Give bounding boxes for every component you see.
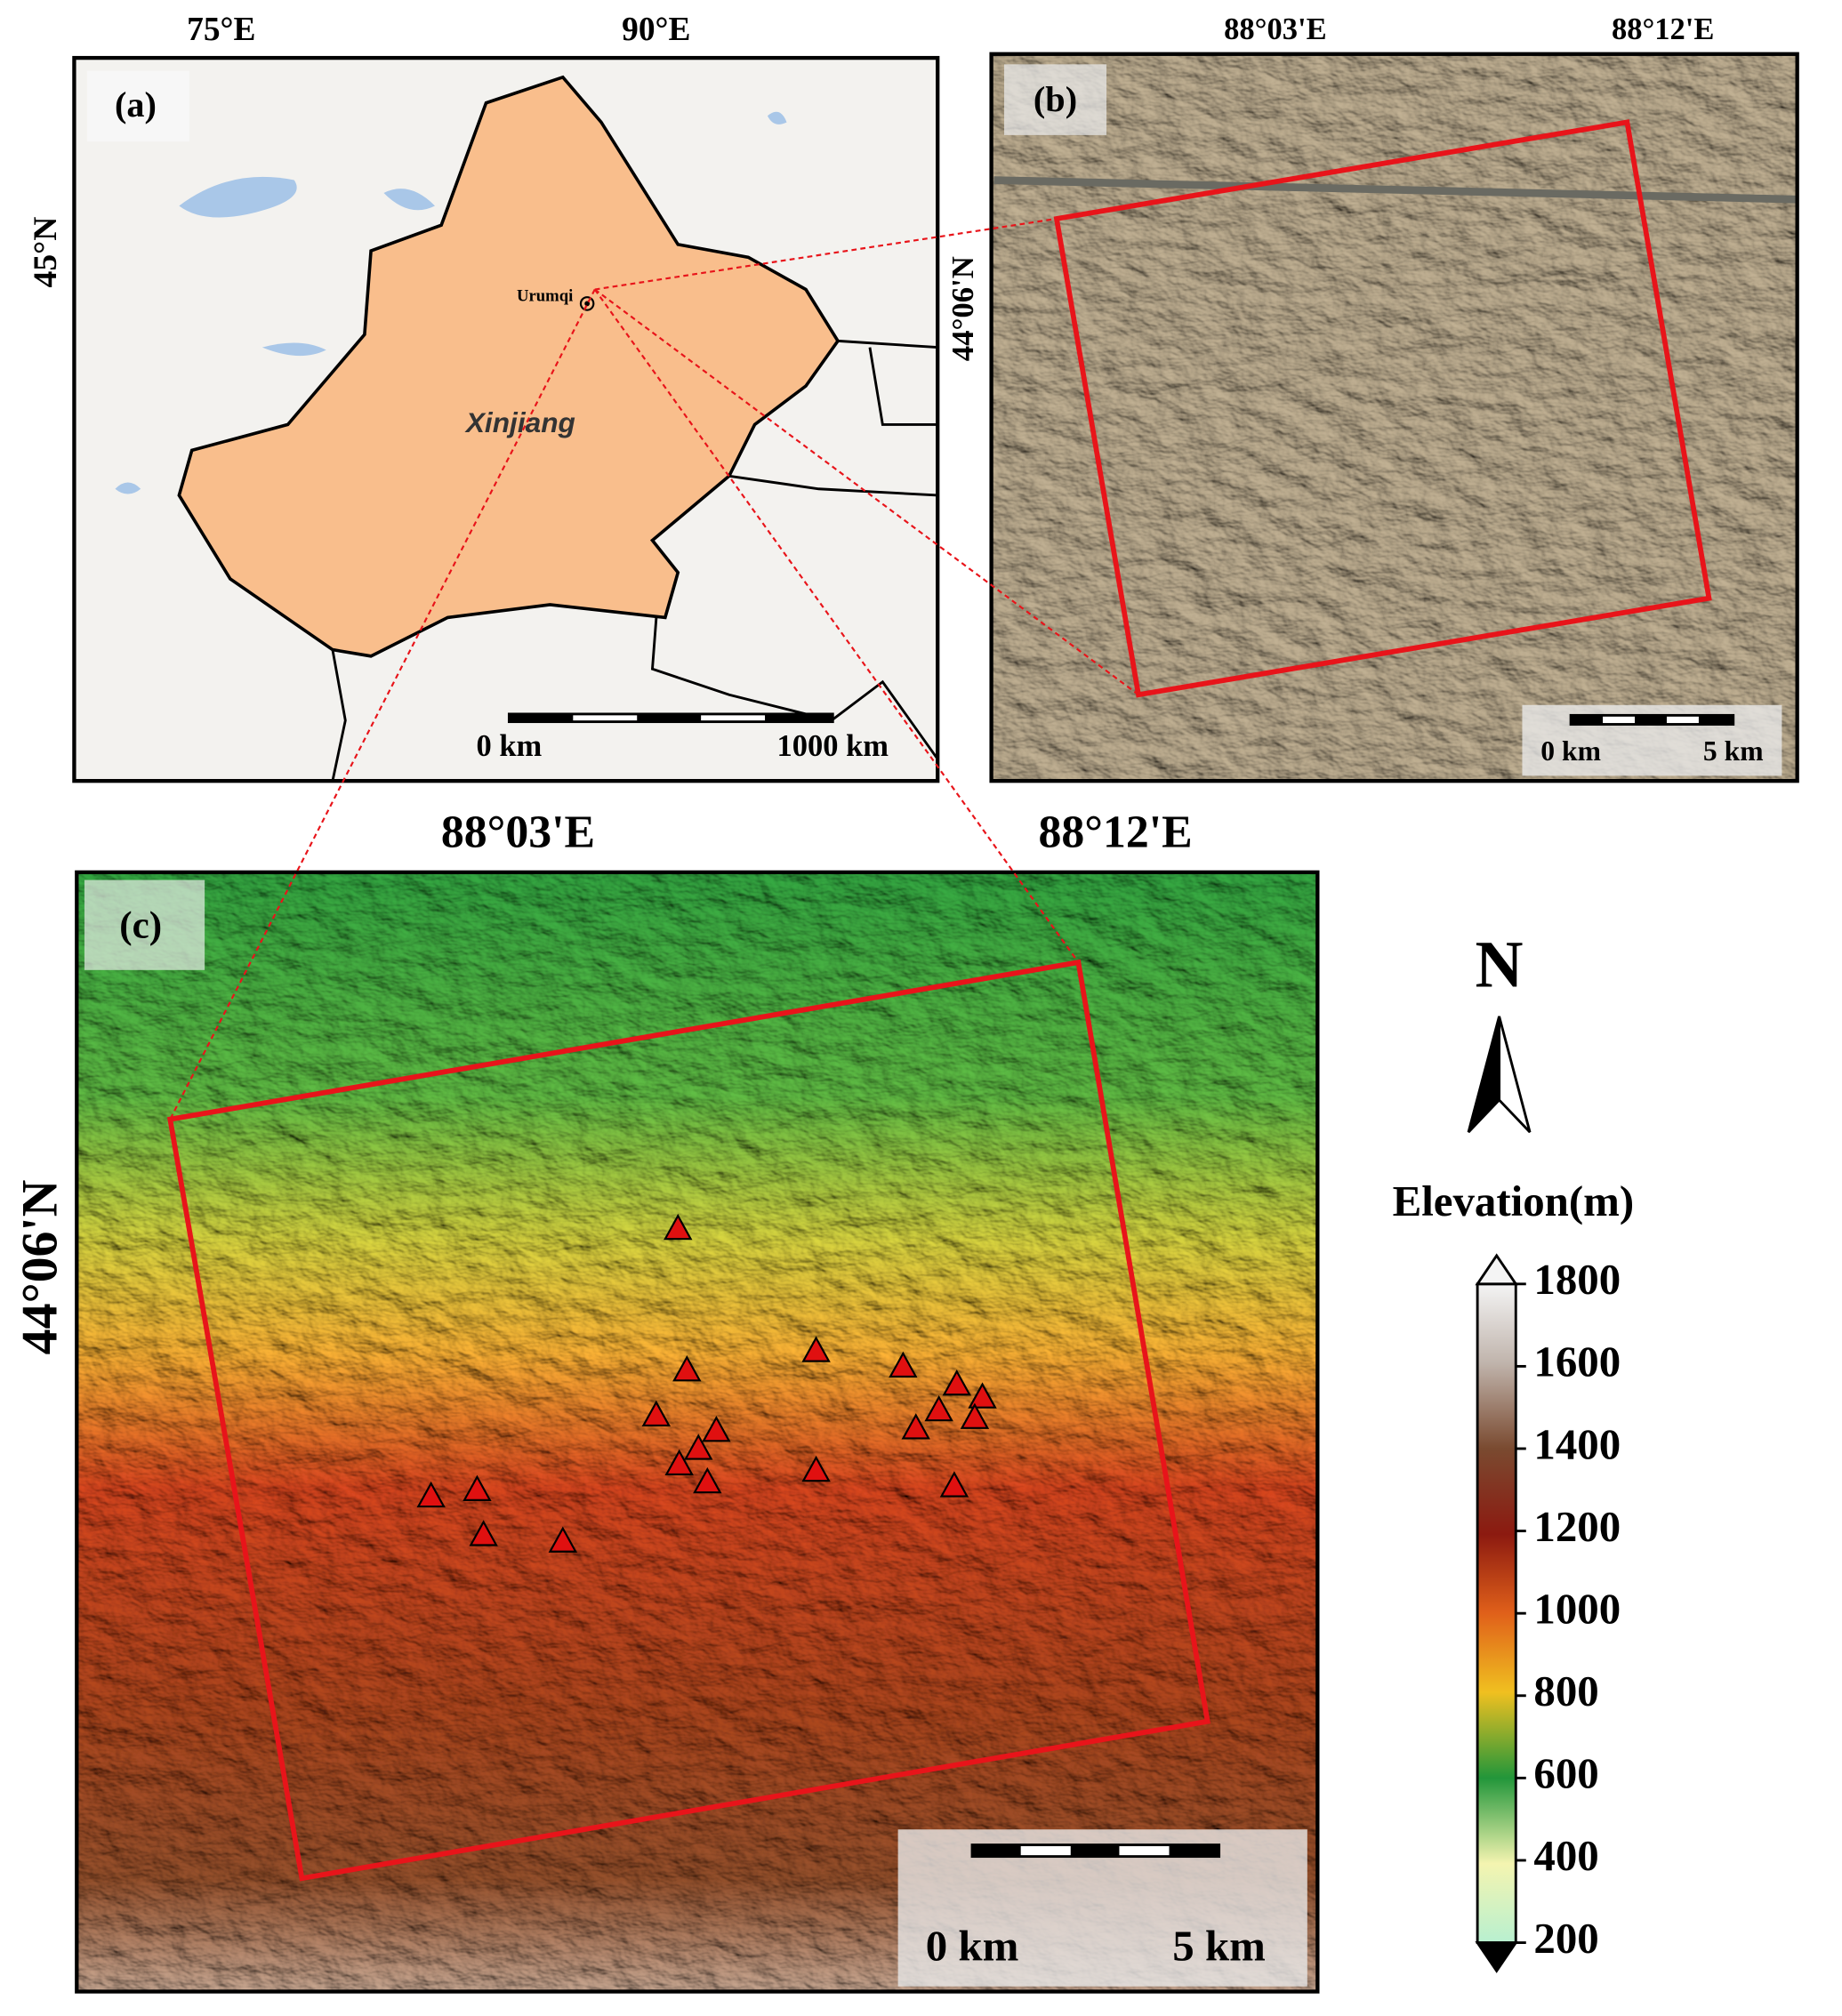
study-area	[166, 959, 1211, 1882]
scale-label: 0 km	[476, 729, 542, 763]
sample-point	[924, 1394, 953, 1422]
city-marker	[579, 296, 595, 311]
north-arrow	[1498, 1016, 1532, 1134]
y-tick-label: 45°N	[28, 217, 64, 288]
sample-point	[889, 1351, 918, 1378]
scale-label: 5 km	[1172, 1921, 1266, 1970]
y-tick-label: 44°06'N	[946, 256, 980, 361]
x-tick-label: 75°E	[187, 12, 255, 48]
colorbar-fill	[1476, 1282, 1517, 1944]
sample-point	[641, 1400, 672, 1427]
sample-points	[416, 1213, 997, 1553]
sample-point	[968, 1382, 997, 1409]
sample-point	[801, 1336, 831, 1362]
road	[993, 176, 1798, 204]
colorbar-tick-label: 600	[1533, 1749, 1598, 1798]
scale-label: 0 km	[1540, 735, 1601, 767]
sample-point	[960, 1402, 990, 1429]
scale-bar	[970, 1843, 1221, 1859]
sample-point	[469, 1520, 498, 1546]
y-tick-label: 44°06'N	[12, 1180, 68, 1355]
x-tick-label: 88°03'E	[1224, 12, 1326, 46]
north-label: N	[1476, 928, 1524, 1001]
borders	[331, 339, 939, 782]
panel-c-frame	[75, 870, 1320, 1994]
colorbar-tick-label: 1000	[1533, 1584, 1621, 1633]
scale-bar	[1569, 713, 1735, 726]
sample-point	[801, 1455, 831, 1482]
sample-point	[463, 1474, 492, 1501]
panel-label-box	[1003, 64, 1107, 135]
sample-point	[901, 1413, 930, 1440]
scale-bar	[507, 712, 834, 724]
region-label: Xinjiang	[464, 406, 575, 438]
panel-b-frame	[989, 52, 1799, 783]
panel-label: (c)	[119, 904, 162, 946]
sample-point	[672, 1355, 702, 1382]
sample-point	[664, 1213, 693, 1241]
sample-point	[702, 1416, 731, 1442]
x-tick-label: 90°E	[622, 12, 690, 48]
panel-label-box	[84, 879, 205, 970]
scale-label: 1000 km	[776, 729, 889, 763]
sample-point	[664, 1449, 694, 1476]
colorbar-tick-label: 200	[1533, 1914, 1598, 1963]
x-tick-label: 88°12'E	[1039, 807, 1193, 857]
sample-point	[939, 1471, 969, 1498]
dem-image	[76, 871, 1318, 1992]
scale-label: 5 km	[1703, 735, 1764, 767]
scale-label: 0 km	[926, 1921, 1019, 1970]
sample-point	[416, 1481, 446, 1508]
sample-point	[942, 1369, 971, 1396]
colorbar-tick-label: 1800	[1533, 1255, 1621, 1304]
panel-label: (b)	[1034, 79, 1077, 119]
connector-lines	[169, 217, 1139, 1120]
x-tick-label: 88°03'E	[441, 807, 595, 857]
panel-label-box	[86, 70, 189, 142]
colorbar: 200 400 600 800 1000 1200 1400 1600 1800	[1475, 1253, 1621, 1973]
colorbar-tick-label: 1600	[1533, 1337, 1621, 1386]
colorbar-tick-label: 800	[1533, 1667, 1598, 1715]
sample-point	[684, 1434, 713, 1460]
panel-label: (a)	[115, 84, 157, 124]
sample-point	[548, 1526, 578, 1553]
x-tick-label: 88°12'E	[1612, 12, 1714, 46]
north-arrow	[1467, 1016, 1501, 1134]
colorbar-tick-label: 1400	[1533, 1419, 1621, 1468]
xinjiang-region	[177, 75, 841, 658]
city-label: Urumqi	[517, 286, 573, 305]
study-area	[1053, 119, 1712, 698]
colorbar-tick-label: 1200	[1533, 1502, 1621, 1551]
satellite-image	[991, 53, 1798, 782]
sample-point	[693, 1466, 722, 1494]
city-marker	[584, 301, 591, 307]
colorbar-extend	[1475, 1253, 1518, 1286]
colorbar-tick-label: 400	[1533, 1831, 1598, 1880]
lakes	[115, 111, 787, 494]
colorbar-extend	[1475, 1941, 1518, 1973]
colorbar-title: Elevation(m)	[1393, 1177, 1635, 1225]
